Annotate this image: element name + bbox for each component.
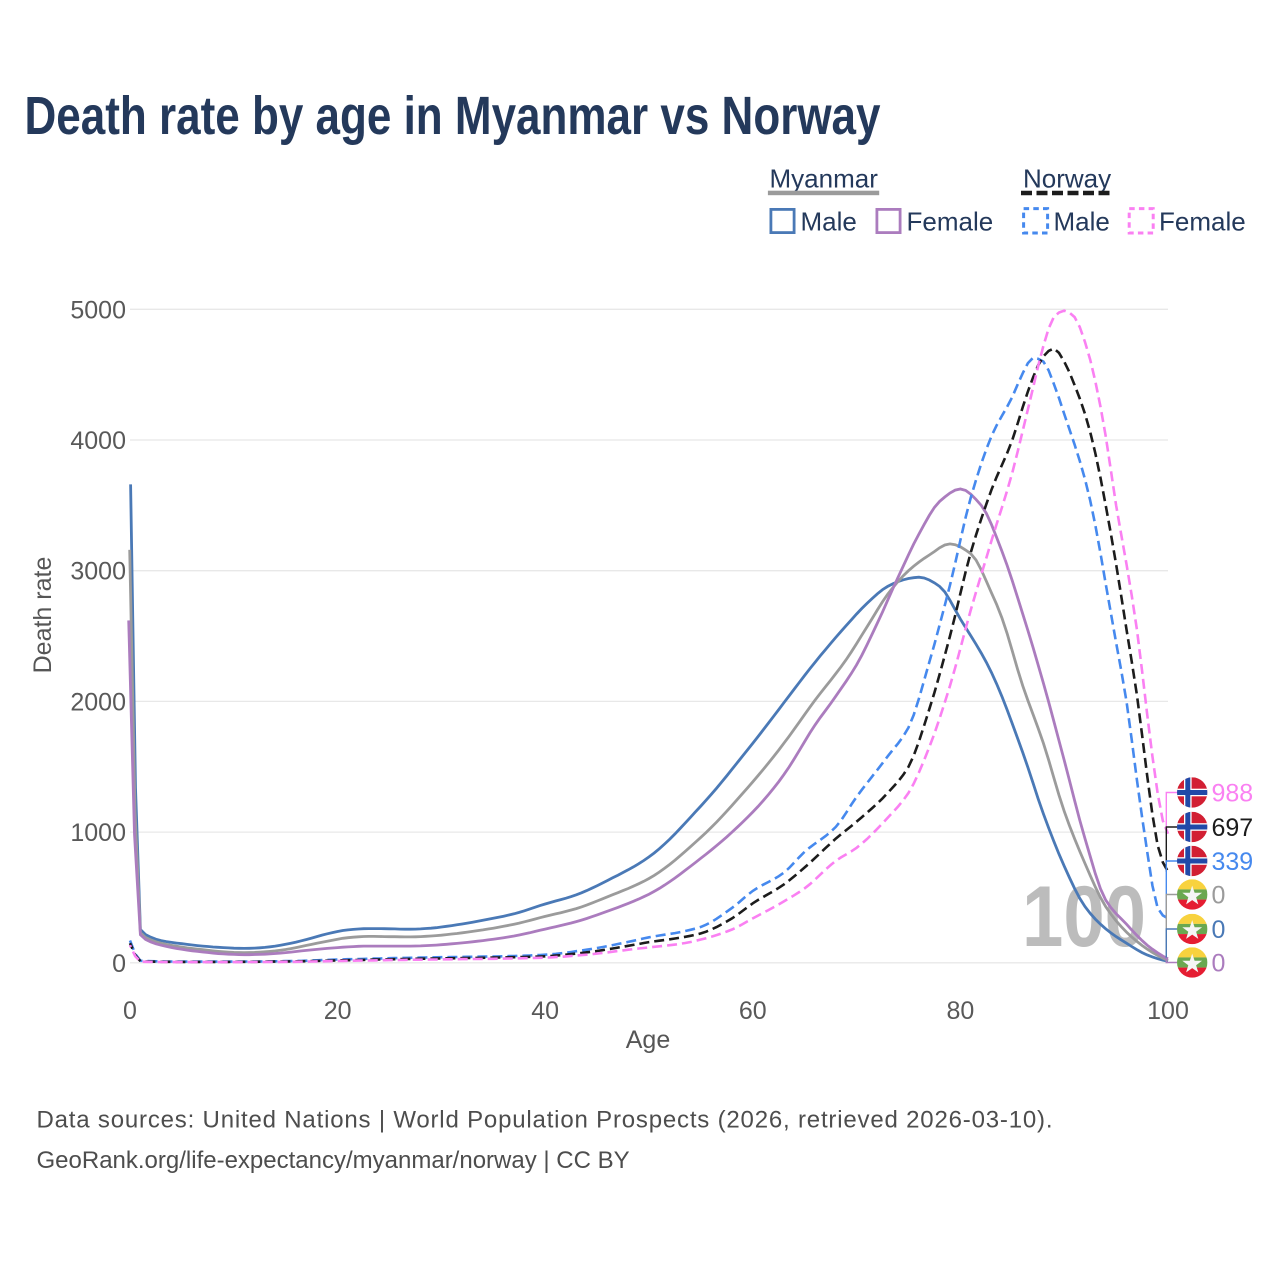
svg-text:20: 20 [324,997,352,1025]
svg-text:80: 80 [946,997,974,1025]
svg-text:100: 100 [1147,997,1189,1025]
svg-text:Norway: Norway [1023,164,1111,194]
svg-text:0: 0 [1212,950,1226,978]
svg-text:0: 0 [1212,916,1226,944]
svg-text:Age: Age [626,1026,670,1054]
svg-text:Female: Female [907,207,994,237]
svg-text:2000: 2000 [70,688,126,716]
svg-text:Data sources: United Nations |: Data sources: United Nations | World Pop… [37,1107,1053,1134]
svg-text:4000: 4000 [70,427,126,455]
svg-text:100: 100 [1022,869,1146,965]
svg-text:0: 0 [1212,882,1226,910]
svg-text:697: 697 [1212,814,1254,842]
svg-text:Female: Female [1159,207,1246,237]
svg-text:60: 60 [739,997,767,1025]
svg-text:Death rate by age in Myanmar v: Death rate by age in Myanmar vs Norway [25,86,881,146]
svg-text:Male: Male [801,207,857,237]
svg-text:0: 0 [123,997,137,1025]
svg-text:3000: 3000 [70,558,126,586]
svg-text:339: 339 [1212,848,1254,876]
svg-text:Myanmar: Myanmar [770,164,879,194]
svg-text:40: 40 [531,997,559,1025]
svg-text:Death rate: Death rate [29,557,57,674]
svg-text:988: 988 [1212,780,1254,808]
svg-text:Male: Male [1054,207,1110,237]
svg-text:GeoRank.org/life-expectancy/my: GeoRank.org/life-expectancy/myanmar/norw… [37,1147,630,1174]
svg-text:1000: 1000 [70,819,126,847]
svg-text:0: 0 [112,950,126,978]
svg-text:5000: 5000 [70,296,126,324]
